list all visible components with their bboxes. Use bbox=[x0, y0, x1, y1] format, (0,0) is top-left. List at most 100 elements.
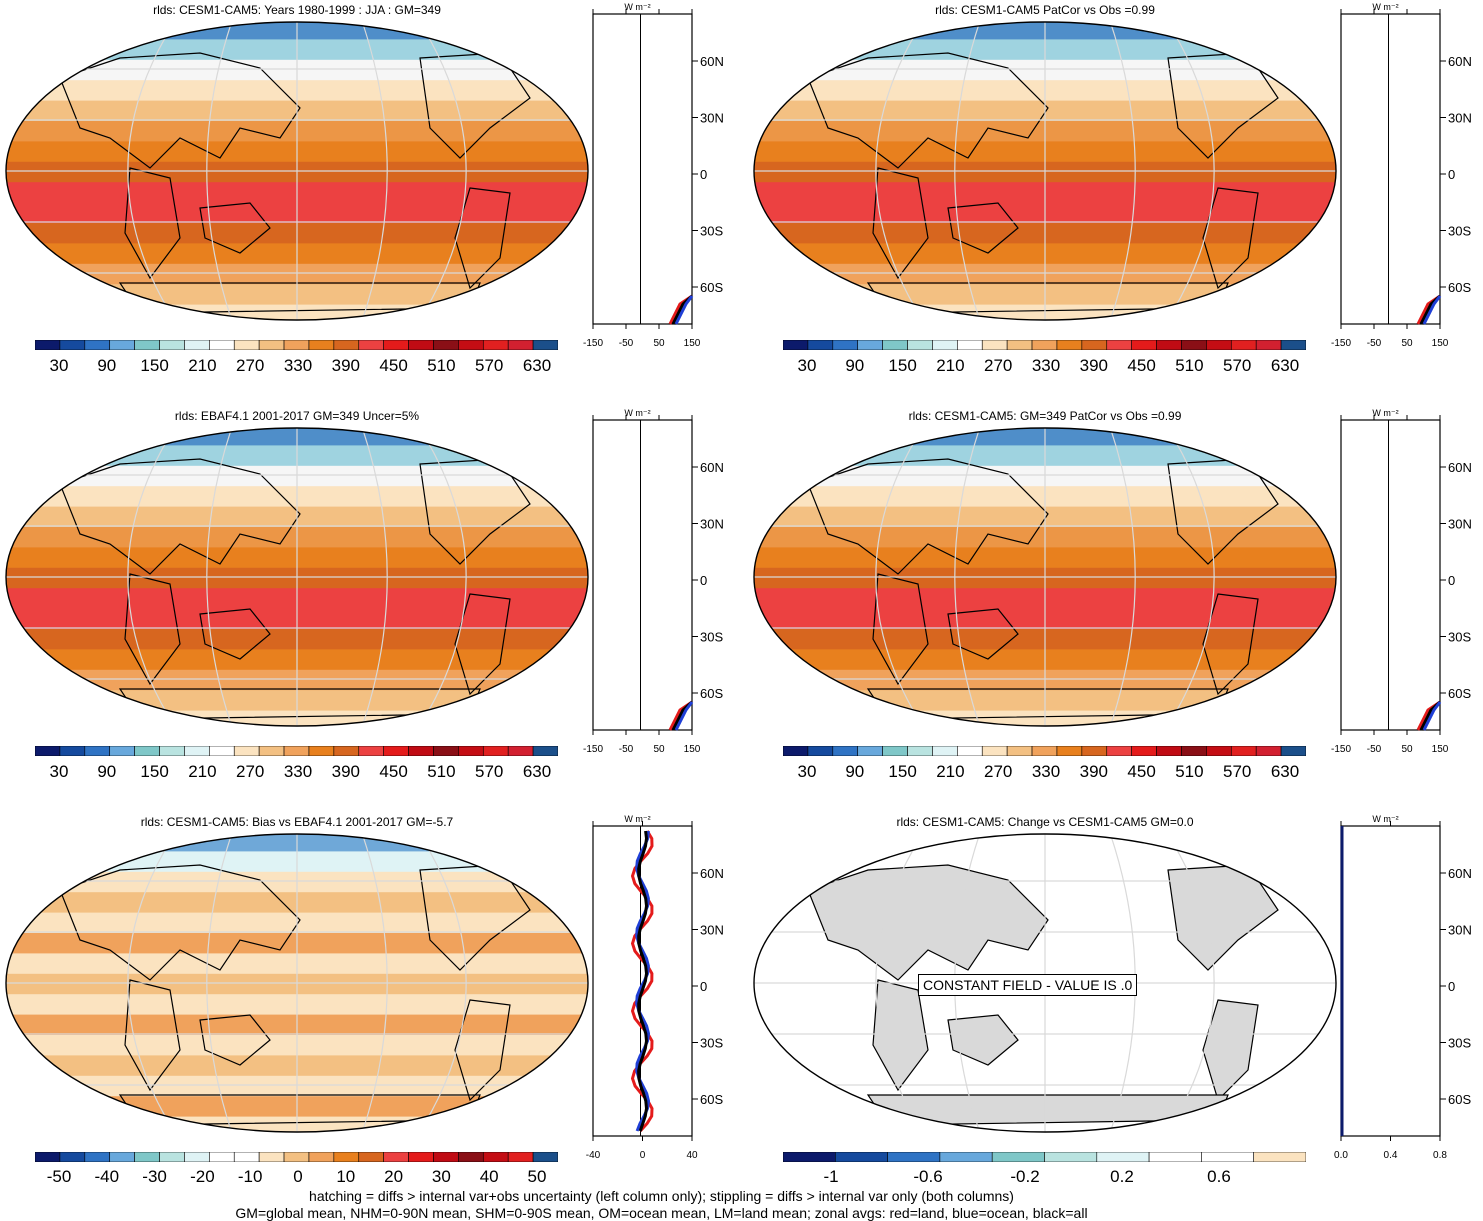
colorbar-labels-6: -1 -0.6 -0.2 0.2 0.6 bbox=[783, 1167, 1306, 1189]
zonal-unit-label: W m⁻² bbox=[624, 2, 650, 12]
colorbar-swatch bbox=[159, 1152, 185, 1162]
longitude-line bbox=[360, 22, 388, 320]
colorbar-panel-4 bbox=[783, 746, 1306, 756]
constant-field-label: CONSTANT FIELD - VALUE IS .0 bbox=[918, 974, 1138, 996]
longitude-line bbox=[127, 22, 178, 320]
lat-tick-label: 30S bbox=[1448, 1036, 1471, 1051]
colorbar-swatch bbox=[482, 1152, 509, 1162]
map-outline bbox=[5, 833, 589, 1133]
zonal-frame bbox=[1340, 825, 1441, 1137]
colorbar-swatch bbox=[433, 1152, 459, 1162]
longitude-line bbox=[954, 428, 982, 726]
colorbar-label: -40 bbox=[94, 1167, 120, 1186]
colorbar-label: 390 bbox=[331, 356, 360, 375]
x-tick-label: -40 bbox=[586, 1150, 601, 1161]
x-tick-label: -150 bbox=[583, 338, 603, 349]
colorbar-swatch bbox=[59, 1152, 86, 1162]
colorbar-swatch bbox=[887, 1152, 941, 1162]
lat-tick-label: 30S bbox=[1448, 224, 1471, 239]
colorbar-swatch bbox=[482, 746, 509, 756]
continent-outline bbox=[199, 1014, 271, 1066]
colorbar-swatch bbox=[1106, 746, 1132, 756]
colorbar-swatch bbox=[857, 340, 883, 350]
colorbar-swatch bbox=[783, 340, 809, 350]
lat-tick-label: 30S bbox=[700, 1036, 723, 1051]
colorbar-label: 50 bbox=[527, 1167, 547, 1186]
colorbar-label: 90 bbox=[845, 356, 865, 375]
colorbar-swatch bbox=[184, 340, 210, 350]
colorbar-label: 630 bbox=[1270, 762, 1300, 781]
lat-tick-label: 60S bbox=[1448, 280, 1471, 295]
colorbar-label: 330 bbox=[1031, 356, 1061, 375]
lat-tick-label: 0 bbox=[700, 167, 707, 182]
map-panel-3 bbox=[5, 427, 589, 727]
colorbar-swatch bbox=[1181, 746, 1207, 756]
colorbar-label: 330 bbox=[1031, 762, 1061, 781]
colorbar-swatch bbox=[932, 340, 958, 350]
continent-outline bbox=[807, 52, 1049, 169]
colorbar-swatch bbox=[932, 746, 958, 756]
panel-3-title: rlds: EBAF4.1 2001-2017 GM=349 Uncer=5% bbox=[174, 409, 420, 423]
lat-tick-label: 60N bbox=[700, 866, 724, 881]
zonal-curve bbox=[674, 701, 694, 731]
colorbar-label: -1 bbox=[823, 1167, 839, 1186]
colorbar-swatch bbox=[159, 746, 185, 756]
colorbar-swatch bbox=[35, 746, 61, 756]
lat-tick-label: 60N bbox=[1448, 54, 1472, 69]
colorbar-label: -0.6 bbox=[913, 1167, 943, 1186]
colorbar-labels-3: 30 90 150 210 270 330 390 450 510 570 630 bbox=[35, 762, 558, 784]
x-tick-label: 150 bbox=[684, 338, 701, 349]
colorbar-swatch bbox=[258, 746, 285, 756]
longitude-line bbox=[127, 834, 178, 1132]
colorbar-label: 270 bbox=[984, 356, 1013, 375]
panel-4-title: rlds: CESM1-CAM5: GM=349 PatCor vs Obs =… bbox=[908, 409, 1182, 423]
continent-outline bbox=[866, 1094, 1229, 1126]
colorbar-swatch bbox=[233, 340, 260, 350]
colorbar-swatch bbox=[458, 340, 484, 350]
colorbar-label: 570 bbox=[1223, 762, 1252, 781]
colorbar-label: -30 bbox=[142, 1167, 167, 1186]
colorbar-swatch bbox=[209, 1152, 235, 1162]
colorbar-panel-1 bbox=[35, 340, 558, 350]
colorbar-label: 570 bbox=[475, 762, 504, 781]
zonal-plot-5: W m⁻² 60N 30N 0 30S 60S -40 0 40 bbox=[586, 814, 724, 1161]
zonal-unit-label: W m⁻² bbox=[624, 814, 650, 824]
map-panel-4 bbox=[753, 427, 1337, 727]
continent-outline bbox=[59, 458, 301, 575]
colorbar-swatch bbox=[1230, 746, 1257, 756]
colorbar-label: 270 bbox=[236, 762, 265, 781]
colorbar-label: 450 bbox=[1127, 356, 1156, 375]
colorbar-swatch bbox=[1081, 340, 1108, 350]
x-tick-label: 50 bbox=[1401, 338, 1413, 349]
zonal-unit-label: W m⁻² bbox=[1372, 408, 1398, 418]
x-tick-label: 0.8 bbox=[1433, 1150, 1447, 1161]
x-tick-label: 150 bbox=[1432, 338, 1449, 349]
colorbar-swatch bbox=[408, 340, 434, 350]
zonal-plot-4: W m⁻² 60N 30N 0 30S 60S -150 -50 50 150 bbox=[1331, 408, 1472, 755]
colorbar-label: 30 bbox=[431, 1167, 451, 1186]
colorbar-swatch bbox=[84, 746, 111, 756]
colorbar-swatch bbox=[507, 1152, 534, 1162]
colorbar-swatch bbox=[1148, 1152, 1202, 1162]
colorbar-swatch bbox=[981, 340, 1008, 350]
panel-2-title: rlds: CESM1-CAM5 PatCor vs Obs =0.99 bbox=[935, 3, 1155, 17]
colorbar-label: 150 bbox=[140, 356, 169, 375]
longitude-line bbox=[1164, 428, 1215, 726]
colorbar-label: 270 bbox=[236, 356, 265, 375]
colorbar-label: 0 bbox=[293, 1167, 303, 1186]
colorbar-swatch bbox=[907, 340, 933, 350]
continent-outline bbox=[947, 608, 1019, 660]
map-panel-5 bbox=[5, 833, 589, 1133]
continent-outline bbox=[59, 52, 301, 169]
lat-tick-label: 0 bbox=[700, 573, 707, 588]
longitude-line bbox=[875, 22, 926, 320]
colorbar-label: 450 bbox=[379, 356, 408, 375]
colorbar-swatch bbox=[184, 1152, 210, 1162]
x-tick-label: -50 bbox=[619, 744, 634, 755]
map-outline bbox=[753, 427, 1337, 727]
colorbar-swatch bbox=[308, 746, 335, 756]
colorbar-label: 30 bbox=[797, 356, 817, 375]
lat-tick-label: 60S bbox=[700, 280, 723, 295]
colorbar-swatch bbox=[333, 1152, 360, 1162]
colorbar-swatch bbox=[1255, 746, 1282, 756]
